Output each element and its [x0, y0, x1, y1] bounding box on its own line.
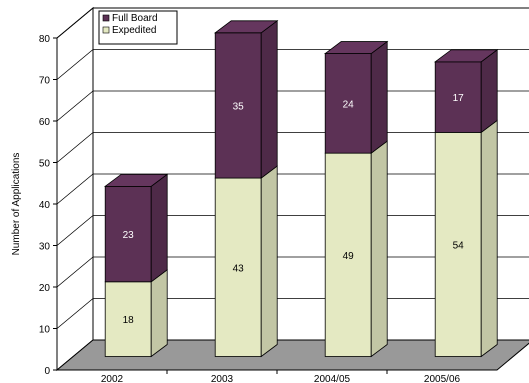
legend-label: Full Board: [112, 13, 158, 24]
data-label: 17: [453, 93, 465, 104]
bar-front: [324, 53, 372, 154]
bar-front: [214, 177, 262, 357]
y-axis-title: Number of Applications: [11, 153, 22, 256]
data-label: 43: [233, 263, 245, 274]
legend-swatch: [102, 26, 110, 34]
bar-side: [260, 19, 278, 179]
bar-front: [104, 185, 152, 283]
bar-front: [104, 281, 152, 357]
gridline-side: [56, 298, 94, 329]
bar-front: [434, 61, 482, 133]
bar-side: [260, 165, 278, 358]
bar-side: [480, 49, 498, 134]
bar-front: [324, 152, 372, 357]
gridline-side: [56, 173, 94, 205]
gridline-side: [56, 7, 94, 39]
y-tick-label: 20: [39, 283, 51, 294]
data-label: 18: [123, 315, 135, 326]
gridline-side: [56, 49, 94, 80]
x-tick-label: 2002: [101, 374, 124, 383]
x-tick-label: 2003: [211, 374, 234, 383]
bar-front: [214, 32, 262, 179]
bar-side: [370, 40, 388, 154]
data-label: 24: [343, 99, 355, 110]
bar-top: [434, 49, 499, 63]
legend-box: [98, 10, 178, 45]
gridline-side: [56, 256, 94, 288]
gridline-side: [56, 90, 94, 122]
gridline-side: [56, 215, 94, 246]
bar-top: [324, 41, 389, 54]
y-tick-label: 80: [39, 34, 51, 45]
y-tick-label: 10: [39, 325, 51, 336]
bar-side: [150, 173, 168, 283]
y-tick-label: 40: [39, 200, 51, 211]
y-tick-label: 60: [39, 117, 51, 128]
bar-top: [213, 20, 279, 34]
y-tick-label: 50: [39, 159, 51, 170]
bar-front: [434, 131, 482, 357]
legend-label: Expedited: [112, 25, 156, 36]
y-tick-label: 70: [39, 76, 51, 87]
data-label: 35: [233, 101, 245, 112]
bars-group: 18 23 43 35 49 24 54 17: [103, 19, 499, 358]
gridline-side: [56, 132, 94, 163]
bar-side: [370, 140, 388, 358]
data-label: 23: [123, 230, 135, 241]
y-tick-label: 0: [44, 366, 50, 377]
legend-swatch: [102, 14, 110, 22]
y-tick-label: 30: [39, 242, 51, 253]
data-label: 49: [343, 251, 355, 262]
x-tick-label: 2005/06: [424, 374, 461, 383]
axes-group: 0 10 20 30 40 50 60 70 80 2002 2003 2004/05 2005/06 N…: [11, 34, 497, 383]
x-tick-label: 2004/05: [314, 374, 351, 383]
bar-side: [480, 119, 498, 358]
data-label: 54: [453, 240, 465, 251]
bar-top: [103, 173, 169, 187]
bar-side: [150, 268, 168, 358]
